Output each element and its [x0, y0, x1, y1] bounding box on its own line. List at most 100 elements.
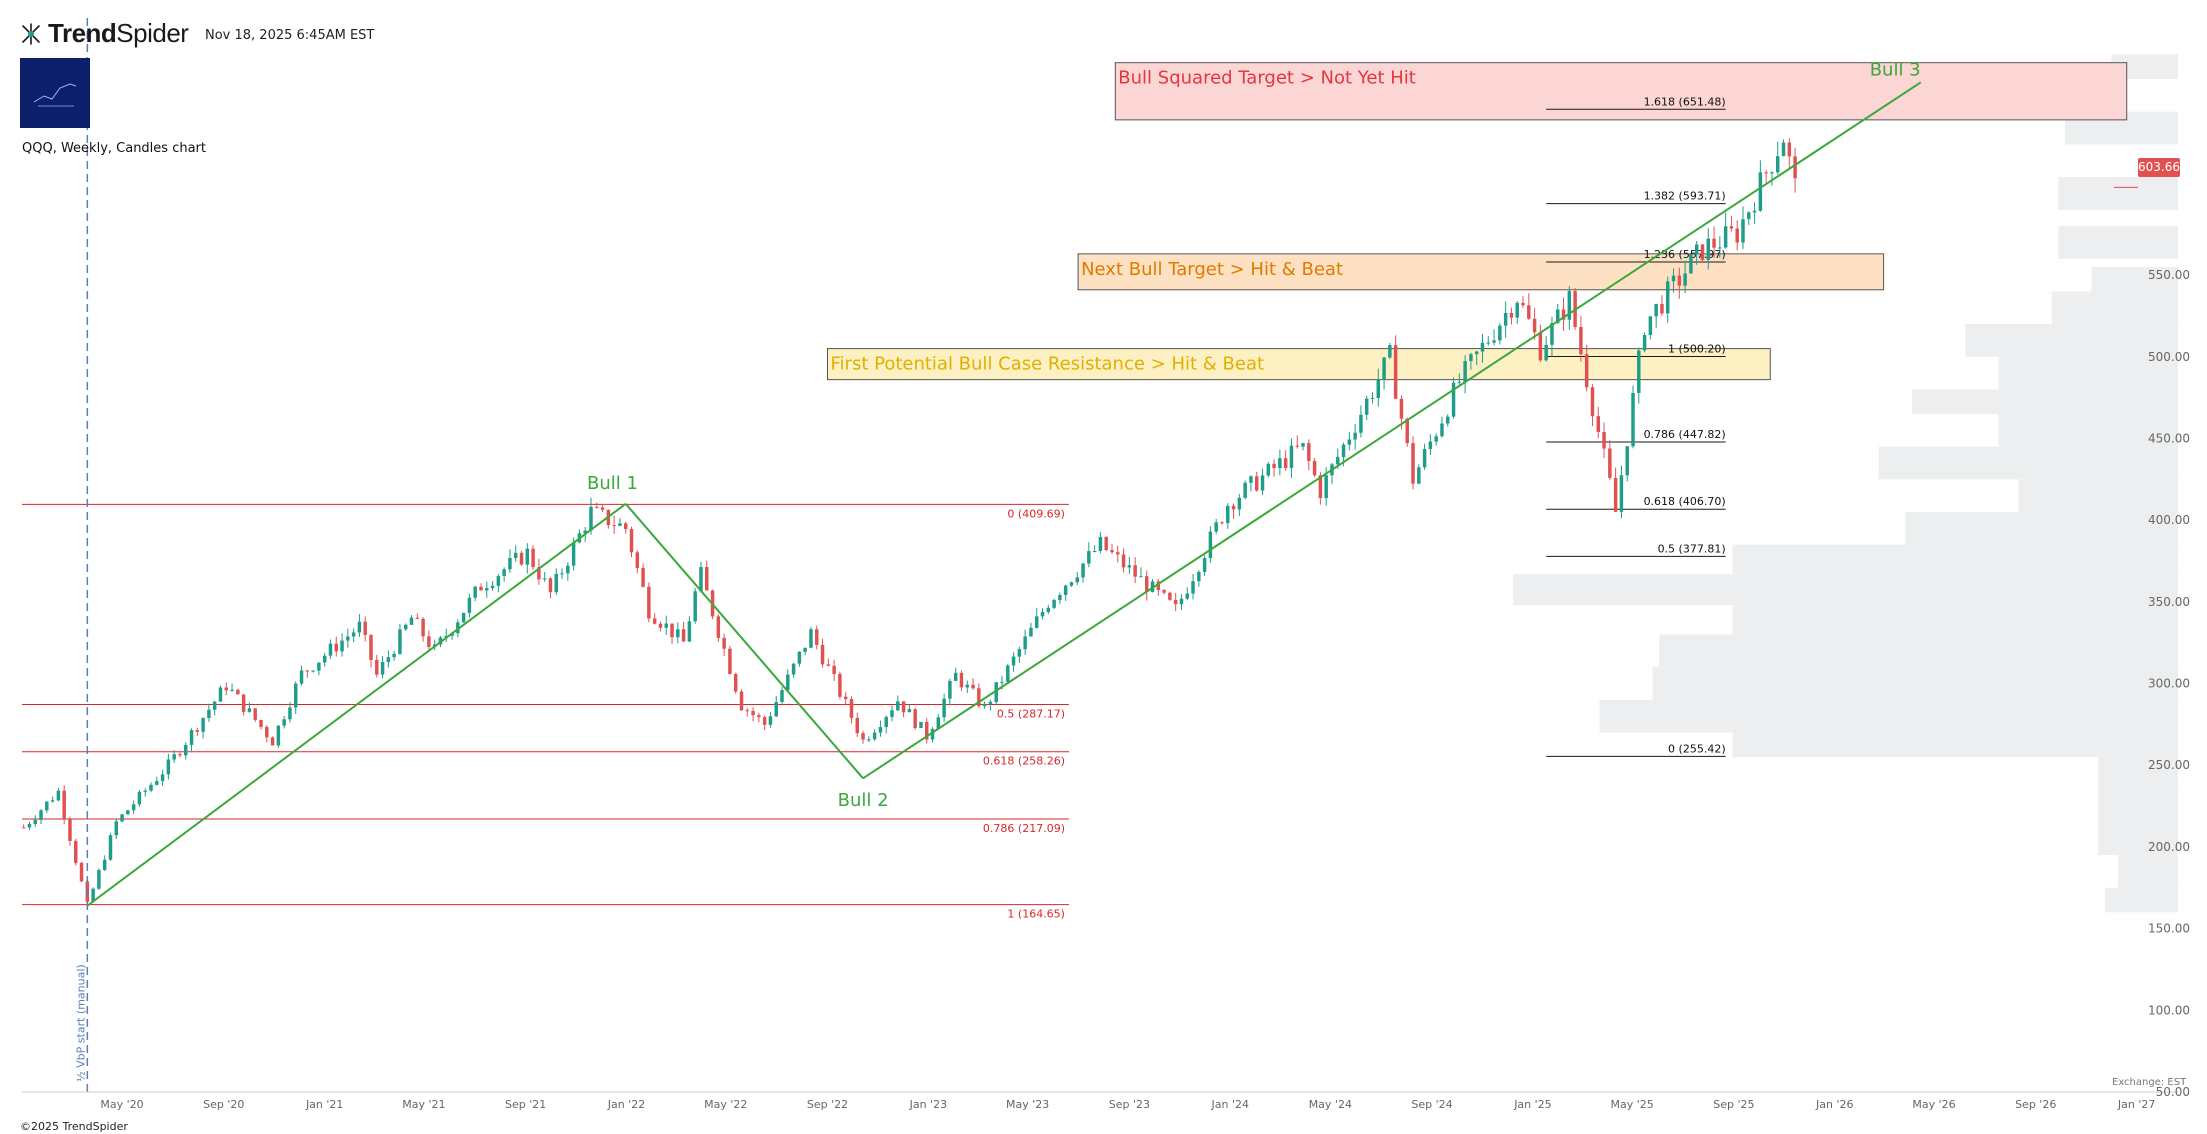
candle-body: [247, 708, 252, 712]
candle-body: [68, 819, 72, 841]
candle-body: [126, 810, 130, 815]
candle-body: [1034, 616, 1039, 628]
candle-body: [635, 552, 640, 568]
candle-body: [728, 648, 732, 674]
candle-body: [1197, 571, 1201, 582]
volume-profile-bar: [1998, 356, 2178, 390]
volume-profile-bar: [1732, 605, 2178, 635]
candle-body: [1399, 398, 1404, 419]
x-tick-label: Sep '26: [2015, 1098, 2056, 1111]
candle-body: [149, 784, 153, 791]
candle-body: [1747, 212, 1751, 220]
exchange-note: Exchange: EST: [2112, 1077, 2187, 1088]
candle-body: [1121, 554, 1126, 568]
candle-body: [687, 621, 692, 642]
candle-body: [311, 670, 315, 672]
candle-body: [1046, 607, 1051, 613]
candle-body: [207, 709, 211, 719]
candle-body: [757, 715, 761, 718]
candle-body: [1318, 475, 1323, 499]
bull-annotation: Bull 2: [838, 790, 889, 811]
candle-body: [693, 591, 697, 622]
candle-body: [1307, 443, 1311, 461]
candle-body: [1173, 599, 1178, 605]
candle-body: [600, 507, 605, 510]
candle-body: [461, 612, 466, 623]
candle-body: [1081, 563, 1085, 578]
candle-body: [809, 629, 813, 648]
candle-body: [554, 573, 558, 593]
candle-body: [21, 827, 26, 829]
candle-body: [357, 621, 362, 633]
fib-level-label: 0.786 (217.09): [983, 822, 1065, 835]
volume-profile-bar: [2091, 266, 2178, 292]
candle-body: [901, 701, 906, 713]
candle-body: [762, 717, 767, 725]
candle-body: [542, 578, 547, 580]
candle-body: [1793, 156, 1797, 179]
target-zone: [1077, 253, 1885, 291]
candle-body: [1457, 381, 1462, 383]
candle-body: [1608, 448, 1612, 478]
candle-body: [230, 689, 234, 691]
candle-body: [1243, 482, 1247, 498]
candle-body: [618, 523, 622, 526]
candle-body: [1393, 345, 1398, 399]
candle-body: [1752, 210, 1757, 213]
candle-body: [519, 552, 524, 565]
candle-body: [259, 719, 263, 727]
candle-body: [427, 636, 431, 647]
candle-body: [942, 698, 946, 718]
candle-body: [1283, 458, 1288, 468]
candle-body: [1625, 446, 1629, 476]
candle-body: [375, 659, 379, 675]
candle-body: [1364, 398, 1369, 415]
candle-body: [583, 530, 587, 534]
candle-body: [623, 523, 628, 530]
candle-body: [652, 618, 657, 624]
candle-body: [733, 673, 738, 692]
candle-body: [965, 684, 970, 688]
x-tick-label: May '22: [704, 1098, 747, 1111]
candle-body: [363, 621, 367, 635]
symbol-thumbnail: [20, 58, 90, 128]
candle-body: [1266, 463, 1271, 476]
volume-profile-bar: [1732, 732, 2178, 758]
candle-body: [1116, 552, 1120, 555]
candle-body: [1654, 303, 1658, 317]
candle-body: [317, 662, 321, 671]
zone-label: First Potential Bull Case Resistance > H…: [831, 354, 1265, 375]
candle-body: [971, 684, 975, 689]
x-tick-label: Sep '23: [1109, 1098, 1150, 1111]
candle-body: [195, 730, 200, 732]
candle-body: [305, 670, 310, 672]
candle-body: [1405, 418, 1409, 444]
x-tick-label: May '24: [1309, 1098, 1352, 1111]
candle-body: [1532, 318, 1537, 333]
volume-profile-bar: [2098, 757, 2178, 790]
candle-body: [1446, 416, 1450, 424]
fibonacci-levels: 0 (409.69) 0.5 (287.17) 0.618 (258.26) 0.78…: [22, 95, 1726, 921]
trendspider-logo: TrendSpider: [20, 18, 189, 49]
candle-body: [1127, 565, 1132, 568]
annotations: Bull 1 Bull 2 Bull 3: [587, 60, 1921, 811]
candle-body: [1463, 361, 1467, 382]
candle-body: [415, 617, 420, 619]
candle-body: [1729, 226, 1734, 229]
candle-body: [1584, 354, 1589, 388]
candle-body: [1527, 305, 1531, 319]
candle-body: [1440, 423, 1444, 437]
candle-body: [236, 689, 240, 695]
candle-body: [1556, 309, 1560, 324]
fib-ext-label: 0 (255.42): [1668, 742, 1726, 755]
vbp-start-marker[interactable]: ½ VbP start (manual): [74, 18, 89, 1092]
candle-body: [988, 701, 993, 704]
x-tick-label: Jan '27: [2117, 1098, 2155, 1111]
candle-body: [74, 840, 78, 863]
candle-body: [1023, 636, 1027, 650]
candle-body: [907, 709, 912, 713]
candle-body: [1567, 291, 1572, 320]
candle-body: [1087, 551, 1091, 564]
candle-body: [473, 586, 477, 598]
